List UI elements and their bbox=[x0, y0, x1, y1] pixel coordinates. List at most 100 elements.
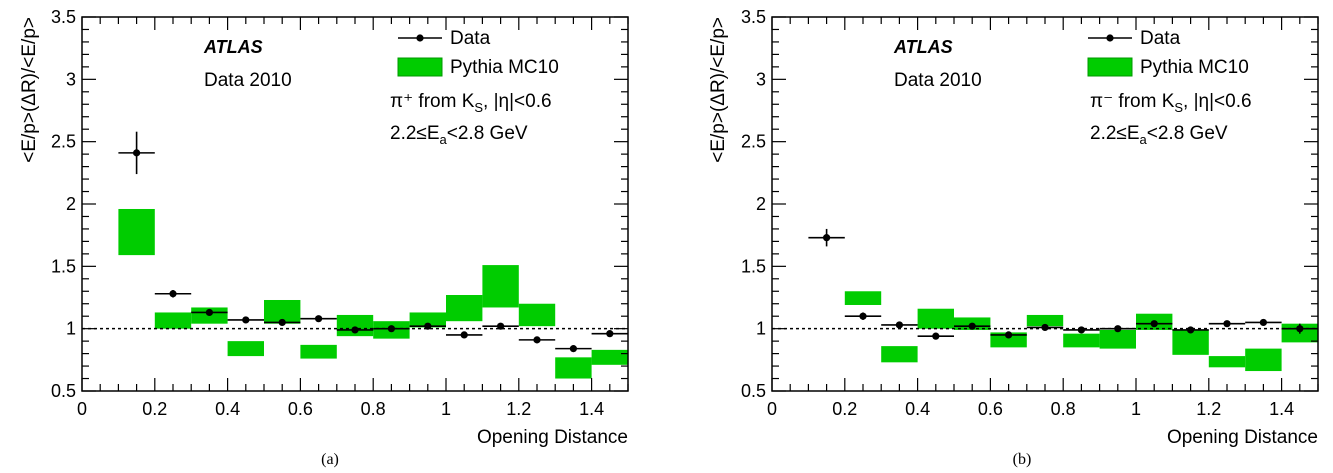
energy-text-tail: <2.8 GeV bbox=[447, 123, 528, 144]
mc-band bbox=[118, 208, 155, 256]
data-point bbox=[227, 316, 264, 324]
data-point bbox=[446, 331, 483, 339]
mc-band bbox=[1063, 333, 1100, 348]
panel-label: (b) bbox=[1013, 451, 1032, 468]
data-marker bbox=[460, 331, 468, 339]
selection-subscript: S bbox=[1174, 100, 1183, 115]
mc-band bbox=[1099, 329, 1136, 349]
y-tick-label: 2 bbox=[66, 194, 76, 214]
y-axis-title: <E/p>(ΔR)/<E/p> bbox=[19, 17, 40, 163]
energy-subscript: a bbox=[440, 132, 448, 147]
x-tick-label: 0.8 bbox=[1051, 399, 1076, 419]
x-tick-label: 0.4 bbox=[215, 399, 240, 419]
data-marker bbox=[1259, 318, 1267, 327]
data-marker bbox=[932, 332, 940, 340]
data-point bbox=[1172, 326, 1209, 334]
y-axis-title: <E/p>(ΔR)/<E/p> bbox=[708, 17, 729, 163]
x-axis-title: Opening Distance bbox=[477, 427, 628, 448]
selection-text-tail: , |η|<0.6 bbox=[1183, 91, 1252, 112]
y-tick-label: 3 bbox=[66, 69, 76, 89]
selection-subscript: S bbox=[474, 100, 483, 115]
energy-subscript: a bbox=[1140, 132, 1148, 147]
data-marker bbox=[895, 321, 904, 329]
y-tick-label: 3 bbox=[756, 69, 766, 89]
selection-text-tail: , |η|<0.6 bbox=[483, 91, 552, 112]
data-marker bbox=[533, 336, 541, 344]
data-point bbox=[118, 131, 155, 175]
mc-band bbox=[1208, 356, 1246, 368]
dataset-label: Data 2010 bbox=[204, 70, 292, 91]
data-marker bbox=[133, 149, 141, 157]
legend-entry-data: Data bbox=[1088, 28, 1181, 49]
data-point bbox=[300, 315, 337, 323]
legend-label: Data bbox=[450, 28, 491, 49]
legend-label: Data bbox=[1140, 28, 1181, 49]
mc-band bbox=[300, 344, 337, 359]
data-marker bbox=[606, 330, 614, 338]
mc-band bbox=[1172, 329, 1209, 355]
x-tick-label: 1 bbox=[441, 399, 451, 419]
data-marker bbox=[278, 318, 286, 327]
data-marker bbox=[387, 325, 395, 333]
x-tick-label: 1.2 bbox=[1196, 399, 1221, 419]
mc-band bbox=[881, 346, 918, 363]
data-point bbox=[264, 318, 301, 327]
legend-entry-mc: Pythia MC10 bbox=[1087, 57, 1249, 78]
data-marker bbox=[424, 322, 432, 330]
x-tick-label: 1 bbox=[1131, 399, 1141, 419]
data-point bbox=[1245, 318, 1282, 327]
x-tick-label: 0.6 bbox=[978, 399, 1003, 419]
data-marker bbox=[351, 326, 359, 334]
y-tick-label: 1.5 bbox=[51, 256, 76, 276]
data-point bbox=[518, 336, 556, 344]
y-tick-label: 1.5 bbox=[741, 256, 766, 276]
mc-band bbox=[990, 332, 1027, 348]
selection-text: π⁺ from K bbox=[390, 91, 475, 112]
selection-label: π⁺ from KS, |η|<0.6 bbox=[390, 91, 552, 115]
panel-a: 0 0.2 0.4 0.6 0.8 1 1.2 1.4 0.5 1 1.5 2 2.5 3 3.5 Openi… bbox=[19, 7, 629, 468]
mc-band bbox=[1026, 314, 1064, 327]
selection-label: π⁻ from KS, |η|<0.6 bbox=[1090, 91, 1252, 115]
energy-range-label: 2.2≤Ea<2.8 GeV bbox=[1090, 123, 1228, 147]
data-point bbox=[1063, 326, 1100, 334]
panel-label: (a) bbox=[321, 451, 339, 468]
data-point bbox=[373, 325, 410, 333]
data-point bbox=[917, 332, 954, 340]
data-point bbox=[954, 322, 991, 330]
data-point bbox=[844, 312, 882, 320]
x-tick-label: 0.8 bbox=[361, 399, 386, 419]
data-point bbox=[555, 345, 592, 353]
y-tick-label: 0.5 bbox=[51, 381, 76, 401]
legend: Data Pythia MC10 bbox=[1087, 28, 1249, 78]
y-tick-label: 3.5 bbox=[51, 7, 76, 27]
data-marker bbox=[205, 308, 213, 317]
legend: Data Pythia MC10 bbox=[397, 28, 559, 78]
experiment-label: ATLAS bbox=[893, 37, 953, 57]
mc-band bbox=[1245, 348, 1282, 372]
y-tick-label: 2.5 bbox=[51, 132, 76, 152]
data-marker bbox=[968, 322, 976, 330]
selection-text: π⁻ from K bbox=[1090, 91, 1175, 112]
x-tick-label: 0 bbox=[77, 399, 87, 419]
mc-band bbox=[555, 357, 592, 379]
data-point bbox=[336, 326, 374, 334]
data-point bbox=[990, 331, 1027, 339]
data-point bbox=[154, 290, 192, 298]
legend-mc-box bbox=[1087, 57, 1133, 77]
x-tick-label: 0.2 bbox=[142, 399, 167, 419]
x-tick-label: 0.2 bbox=[832, 399, 857, 419]
data-marker bbox=[169, 290, 177, 298]
legend-label: Pythia MC10 bbox=[1140, 57, 1249, 78]
data-marker bbox=[315, 315, 323, 323]
mc-band bbox=[917, 308, 954, 329]
legend-entry-mc: Pythia MC10 bbox=[397, 57, 559, 78]
data-point bbox=[482, 322, 519, 330]
data-marker bbox=[823, 234, 831, 242]
x-tick-label: 0.6 bbox=[288, 399, 313, 419]
mc-band bbox=[482, 265, 519, 308]
data-marker bbox=[1296, 325, 1304, 333]
data-marker bbox=[497, 322, 505, 330]
data-marker bbox=[1005, 331, 1013, 339]
energy-text: 2.2≤E bbox=[1090, 123, 1140, 144]
data-marker bbox=[859, 312, 867, 320]
